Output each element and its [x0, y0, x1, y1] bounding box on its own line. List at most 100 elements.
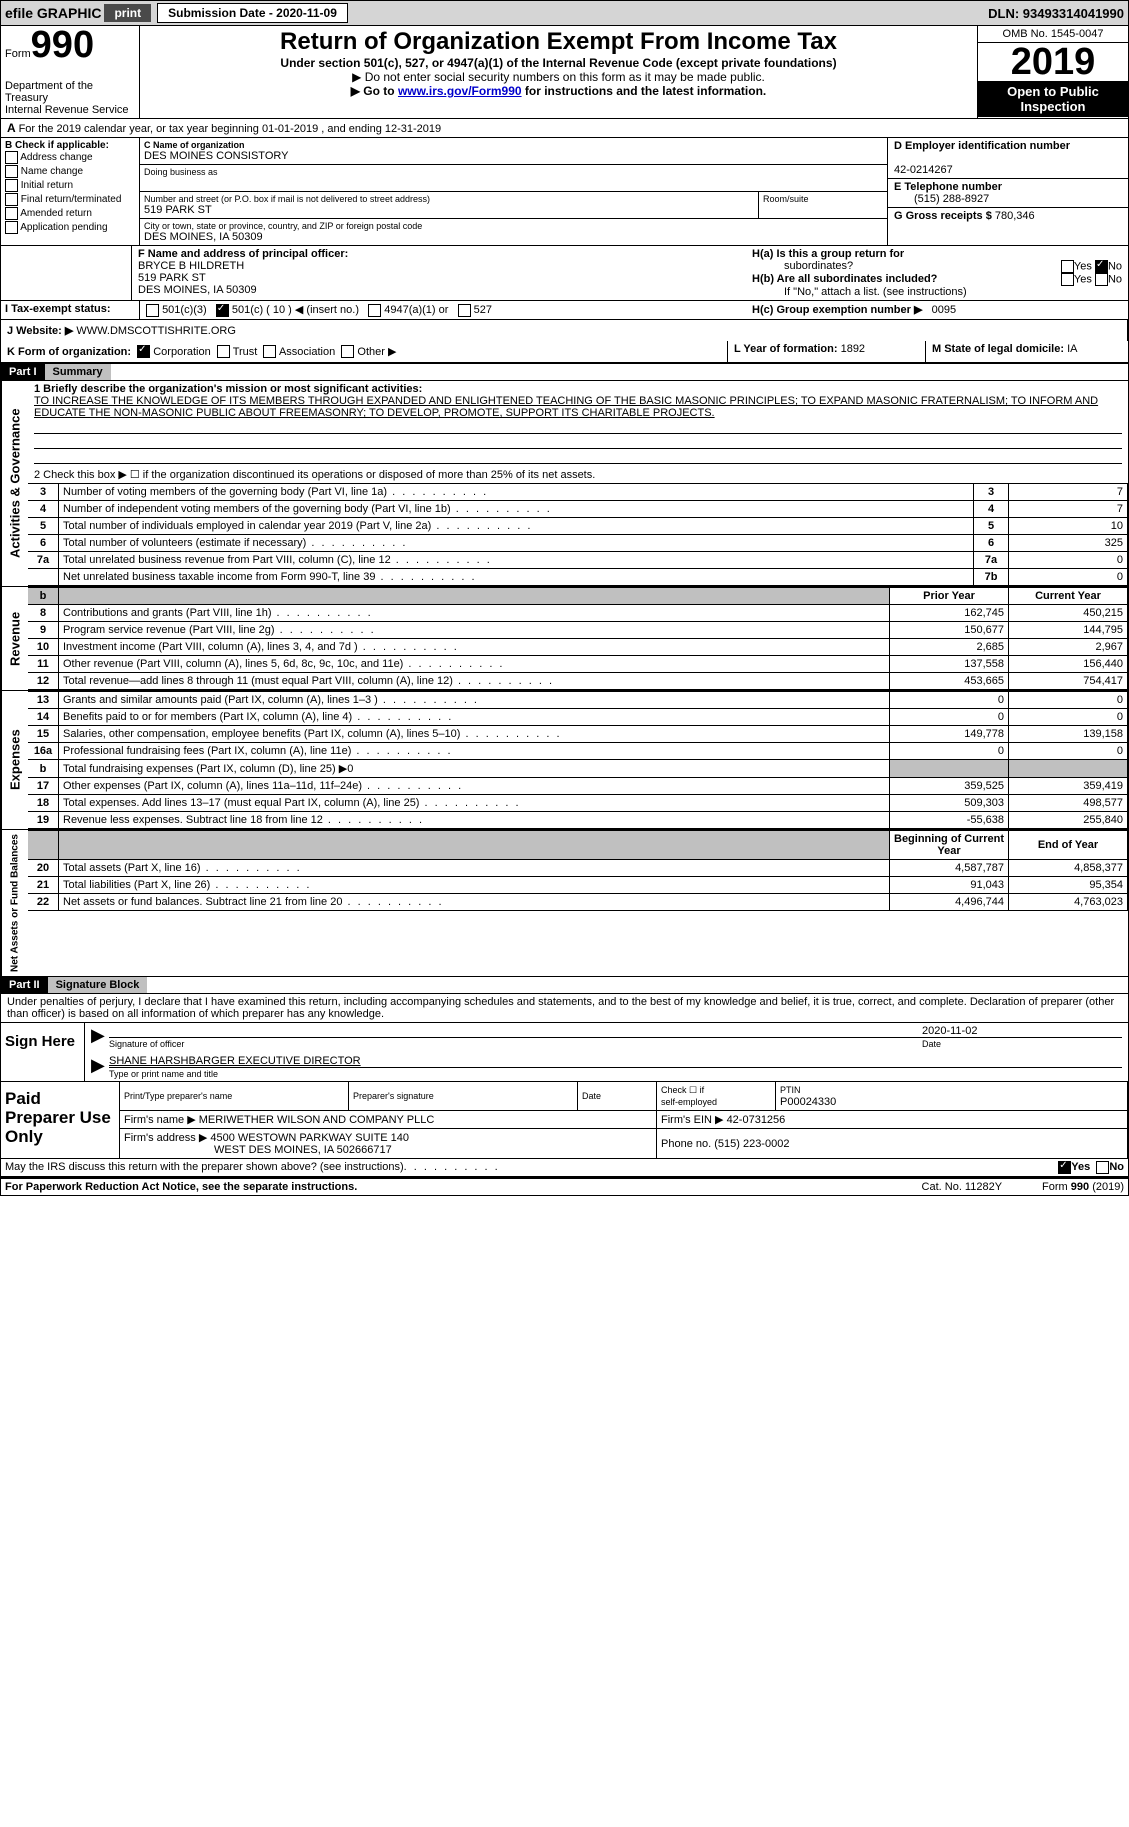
- checkbox-4947[interactable]: [368, 304, 381, 317]
- p-c5l: PTIN: [780, 1085, 801, 1095]
- label-final-return: Final return/terminated: [21, 194, 122, 205]
- discuss-no: No: [1109, 1161, 1124, 1174]
- checkbox-hb-no[interactable]: [1095, 273, 1108, 286]
- p-ein-value: 42-0731256: [727, 1114, 786, 1126]
- form-header: Form990 Department of the Treasury Inter…: [0, 26, 1129, 119]
- note2-prefix: ▶ Go to: [351, 84, 398, 98]
- sig-date-value: 2020-11-02: [922, 1025, 1122, 1037]
- section-governance: Activities & Governance 1 Briefly descri…: [0, 381, 1129, 587]
- p-c1: Print/Type preparer's name: [124, 1091, 232, 1101]
- ha-label: H(a) Is this a group return for: [752, 248, 904, 260]
- block-b-title: B Check if applicable:: [5, 140, 109, 151]
- period-bar: A For the 2019 calendar year, or tax yea…: [0, 119, 1129, 138]
- period-a: A: [7, 121, 15, 135]
- form990-link[interactable]: www.irs.gov/Form990: [398, 84, 522, 98]
- checkbox-name-change[interactable]: [5, 165, 18, 178]
- checkbox-discuss-yes[interactable]: [1058, 1161, 1071, 1174]
- ha-sub: subordinates?: [752, 260, 1061, 273]
- d-value: 42-0214267: [894, 164, 953, 176]
- label-amended: Amended return: [20, 208, 92, 219]
- dln: DLN: 93493314041990: [988, 6, 1124, 21]
- label-app-pending: Application pending: [20, 222, 107, 233]
- i-opt1: 501(c)(3): [162, 304, 207, 316]
- balance-table: Beginning of Current YearEnd of Year20To…: [28, 830, 1128, 911]
- label-initial-return: Initial return: [21, 180, 73, 191]
- f-name: BRYCE B HILDRETH: [138, 260, 244, 272]
- p-addr1: 4500 WESTOWN PARKWAY SUITE 140: [210, 1132, 409, 1144]
- topbar: efile GRAPHIC print Submission Date - 20…: [0, 0, 1129, 26]
- c-city-value: DES MOINES, IA 50309: [144, 231, 263, 243]
- sig-officer-label: Signature of officer: [109, 1037, 922, 1049]
- p-c2: Preparer's signature: [353, 1091, 434, 1101]
- form-title: Return of Organization Exempt From Incom…: [144, 28, 973, 56]
- checkbox-ha-no[interactable]: [1095, 260, 1108, 273]
- checkbox-final-return[interactable]: [5, 193, 18, 206]
- checkbox-527[interactable]: [458, 304, 471, 317]
- k-corp: Corporation: [153, 346, 210, 358]
- g-label: G Gross receipts $: [894, 210, 992, 222]
- c-name-label: C Name of organization: [144, 140, 883, 150]
- k-trust: Trust: [233, 346, 258, 358]
- form-note-2: ▶ Go to www.irs.gov/Form990 for instruct…: [144, 84, 973, 98]
- checkbox-501c3[interactable]: [146, 304, 159, 317]
- line1-text: TO INCREASE THE KNOWLEDGE OF ITS MEMBERS…: [34, 395, 1098, 419]
- j-label: J Website: ▶: [7, 325, 73, 337]
- checkbox-app-pending[interactable]: [5, 221, 18, 234]
- k-label: K Form of organization:: [7, 346, 131, 358]
- p-phone-label: Phone no.: [661, 1138, 711, 1150]
- paid-title: Paid Preparer Use Only: [1, 1082, 120, 1158]
- i-opt3: 4947(a)(1) or: [384, 304, 448, 316]
- ha-yes: Yes: [1074, 261, 1092, 273]
- e-label: E Telephone number: [894, 181, 1002, 193]
- i-opt2l: 501(c) ( 10 ): [232, 304, 295, 316]
- submission-date: Submission Date - 2020-11-09: [157, 3, 348, 23]
- checkbox-address-change[interactable]: [5, 151, 18, 164]
- d-label: D Employer identification number: [894, 140, 1070, 152]
- expenses-table: 13Grants and similar amounts paid (Part …: [28, 691, 1128, 829]
- inspection-2: Inspection: [980, 99, 1126, 114]
- footer: For Paperwork Reduction Act Notice, see …: [0, 1177, 1129, 1196]
- checkbox-initial-return[interactable]: [5, 179, 18, 192]
- form-number: 990: [31, 24, 94, 66]
- c-room-label: Room/suite: [763, 194, 883, 204]
- revenue-table: bPrior YearCurrent Year8Contributions an…: [28, 587, 1128, 690]
- discuss-row: May the IRS discuss this return with the…: [0, 1159, 1129, 1177]
- checkbox-501c[interactable]: [216, 304, 229, 317]
- label-name-change: Name change: [21, 166, 83, 177]
- hc-value: 0095: [932, 304, 956, 316]
- checkbox-ha-yes[interactable]: [1061, 260, 1074, 273]
- checkbox-corp[interactable]: [137, 345, 150, 358]
- checkbox-amended[interactable]: [5, 207, 18, 220]
- checkbox-discuss-no[interactable]: [1096, 1161, 1109, 1174]
- paid-preparer-block: Paid Preparer Use Only Print/Type prepar…: [0, 1082, 1129, 1159]
- line1-label: 1 Briefly describe the organization's mi…: [34, 383, 422, 395]
- block-deg: D Employer identification number 42-0214…: [887, 138, 1128, 245]
- footer-right: Form 990 (2019): [1042, 1181, 1124, 1193]
- p-addr2: WEST DES MOINES, IA 502666717: [124, 1144, 392, 1156]
- i-opt4: 527: [474, 304, 492, 316]
- governance-table: 3Number of voting members of the governi…: [28, 483, 1128, 586]
- i-label: I Tax-exempt status:: [5, 303, 111, 315]
- hb-no: No: [1108, 274, 1122, 286]
- row-j: J Website: ▶ WWW.DMSCOTTISHRITE.ORG: [0, 320, 1129, 341]
- p-c4b: self-employed: [661, 1097, 717, 1107]
- checkbox-other[interactable]: [341, 345, 354, 358]
- sign-here-block: Sign Here ▶ 2020-11-02 Signature of offi…: [0, 1023, 1129, 1082]
- p-firm-label: Firm's name ▶: [124, 1114, 196, 1126]
- checkbox-trust[interactable]: [217, 345, 230, 358]
- part2-num: Part II: [1, 977, 48, 993]
- f-street: 519 PARK ST: [138, 272, 206, 284]
- c-city-label: City or town, state or province, country…: [144, 221, 883, 231]
- checkbox-hb-yes[interactable]: [1061, 273, 1074, 286]
- inspection-1: Open to Public: [980, 84, 1126, 99]
- side-netassets: Net Assets or Fund Balances: [1, 830, 28, 976]
- k-assoc: Association: [279, 346, 335, 358]
- part1-num: Part I: [1, 364, 45, 380]
- print-button[interactable]: print: [104, 4, 151, 22]
- label-address-change: Address change: [20, 152, 92, 163]
- checkbox-assoc[interactable]: [263, 345, 276, 358]
- period-text: For the 2019 calendar year, or tax year …: [19, 123, 442, 135]
- arrow-icon: ▶: [91, 1025, 109, 1049]
- sign-here-label: Sign Here: [1, 1023, 85, 1081]
- l-label: L Year of formation:: [734, 343, 838, 355]
